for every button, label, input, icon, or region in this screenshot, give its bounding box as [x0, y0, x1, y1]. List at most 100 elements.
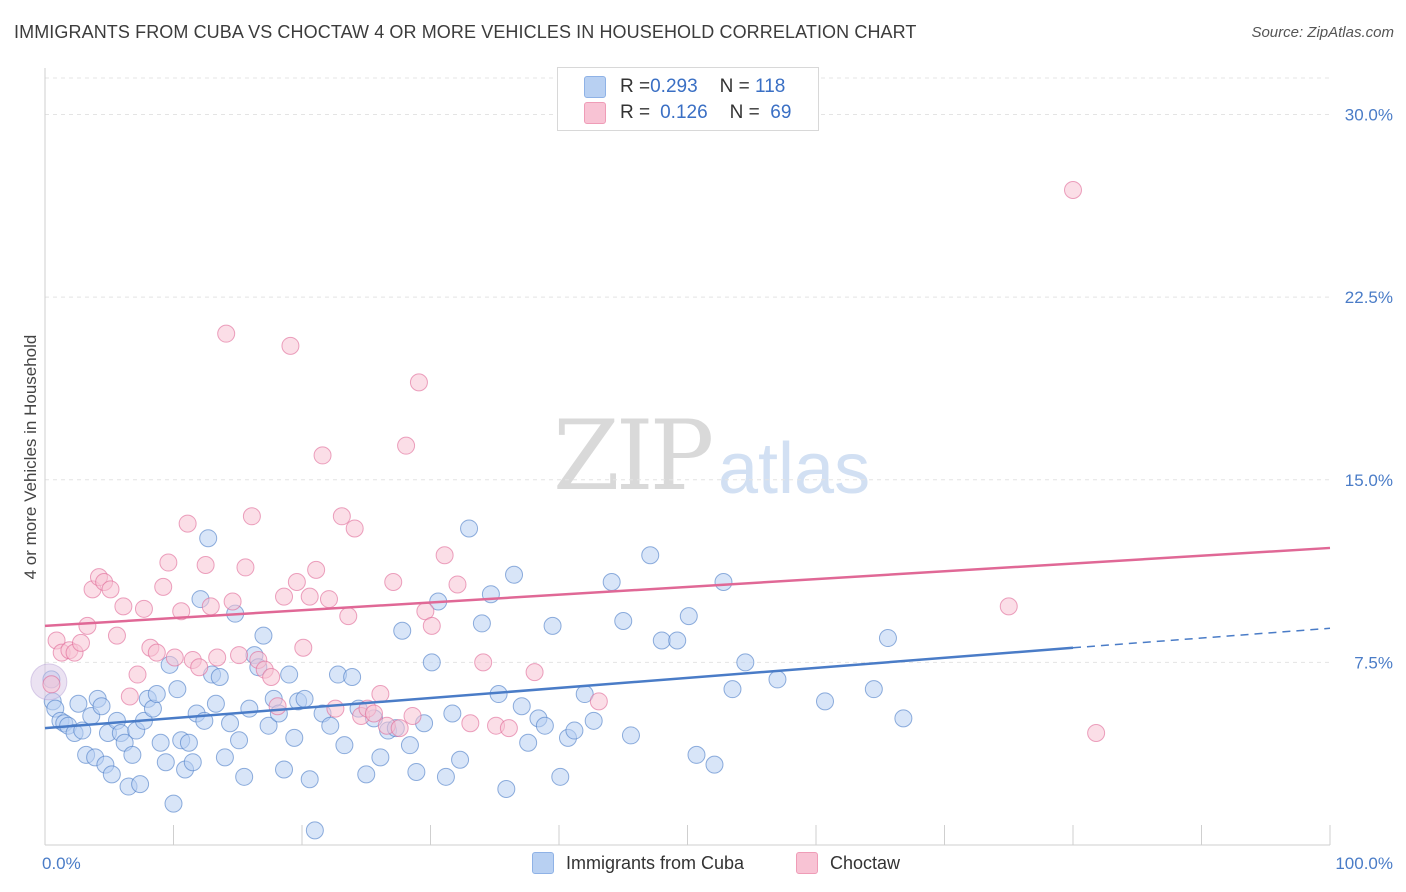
- point-choctaw: [999, 597, 1018, 616]
- point-cuba: [164, 794, 183, 813]
- legend-r-value: 0.293: [650, 76, 698, 97]
- point-cuba: [92, 697, 111, 716]
- point-choctaw: [326, 699, 345, 718]
- point-cuba: [147, 685, 166, 704]
- point-choctaw: [78, 616, 97, 635]
- point-cuba: [393, 621, 412, 640]
- point-cuba: [543, 616, 562, 635]
- point-cuba: [321, 716, 340, 735]
- grid-lines: [45, 77, 1330, 663]
- point-cuba: [179, 733, 198, 752]
- point-cuba: [551, 767, 570, 786]
- legend-r-value: 0.126: [660, 102, 708, 123]
- point-cuba: [512, 697, 531, 716]
- point-cuba: [230, 731, 249, 750]
- point-choctaw: [42, 675, 61, 694]
- point-choctaw: [147, 643, 166, 662]
- trend-line-choctaw: [44, 546, 1331, 628]
- point-choctaw: [589, 692, 608, 711]
- point-cuba: [505, 565, 524, 584]
- point-choctaw: [307, 560, 326, 579]
- point-cuba: [705, 755, 724, 774]
- bottom-legend: Immigrants from Cuba Choctaw: [0, 852, 1406, 876]
- point-choctaw: [525, 663, 544, 682]
- trend-line-cuba-extension: [1072, 627, 1331, 649]
- point-cuba: [215, 748, 234, 767]
- point-choctaw: [217, 324, 236, 343]
- point-choctaw: [236, 558, 255, 577]
- point-cuba: [668, 631, 687, 650]
- point-choctaw: [208, 648, 227, 667]
- tick-labels: 7.5% 15.0% 22.5% 30.0% 0.0% 100.0%: [42, 106, 1393, 873]
- point-cuba: [151, 733, 170, 752]
- point-choctaw: [1087, 723, 1106, 742]
- y-tick-label: 30.0%: [1345, 106, 1393, 125]
- point-cuba: [400, 736, 419, 755]
- bottom-legend-item-cuba: Immigrants from Cuba: [532, 852, 744, 874]
- point-cuba: [723, 680, 742, 699]
- point-cuba: [69, 694, 88, 713]
- point-cuba: [259, 716, 278, 735]
- series-choctaw-points: [42, 181, 1106, 742]
- point-choctaw: [120, 687, 139, 706]
- bottom-legend-item-choctaw: Choctaw: [796, 852, 900, 874]
- point-cuba: [357, 765, 376, 784]
- point-choctaw: [422, 616, 441, 635]
- series-cuba-points: [30, 519, 913, 840]
- point-choctaw: [448, 575, 467, 594]
- legend-row-choctaw: R = 0.126 N = 69: [584, 101, 791, 125]
- point-choctaw: [403, 706, 422, 725]
- bottom-legend-swatch-cuba: [532, 852, 554, 874]
- point-choctaw: [1064, 181, 1082, 200]
- point-cuba: [535, 716, 554, 735]
- point-choctaw: [268, 697, 287, 716]
- point-cuba: [240, 699, 259, 718]
- point-cuba: [460, 519, 479, 538]
- point-choctaw: [172, 602, 191, 621]
- point-choctaw: [300, 587, 319, 606]
- point-cuba: [621, 726, 640, 745]
- point-cuba: [422, 653, 441, 672]
- point-cuba: [641, 546, 660, 565]
- point-cuba: [878, 629, 897, 648]
- point-cuba: [472, 614, 491, 633]
- legend-n-label: N =: [729, 102, 766, 123]
- point-cuba: [443, 704, 462, 723]
- point-cuba: [206, 694, 225, 713]
- point-cuba: [614, 611, 633, 630]
- point-choctaw: [242, 507, 261, 526]
- point-choctaw: [196, 555, 215, 574]
- y-tick-label: 7.5%: [1354, 653, 1393, 672]
- point-choctaw: [165, 648, 184, 667]
- x-tick-label-max: 100.0%: [1335, 854, 1393, 873]
- point-choctaw: [134, 599, 153, 618]
- point-choctaw: [409, 373, 428, 392]
- point-cuba: [102, 765, 121, 784]
- point-cuba: [168, 680, 187, 699]
- point-cuba: [285, 728, 304, 747]
- trend-lines: [44, 546, 1331, 730]
- point-cuba: [280, 665, 299, 684]
- point-choctaw: [435, 546, 454, 565]
- point-choctaw: [281, 336, 300, 355]
- legend-n-label: N =: [719, 76, 756, 97]
- point-cuba: [894, 709, 913, 728]
- point-choctaw: [230, 646, 249, 665]
- point-cuba: [602, 573, 621, 592]
- legend-swatch-choctaw: [584, 102, 606, 124]
- bottom-legend-label-choctaw: Choctaw: [830, 852, 901, 873]
- point-choctaw: [319, 590, 338, 609]
- x-tick-label-min: 0.0%: [42, 854, 81, 873]
- point-cuba: [343, 667, 362, 686]
- chart-title: IMMIGRANTS FROM CUBA VS CHOCTAW 4 OR MOR…: [14, 22, 917, 42]
- point-cuba: [221, 714, 240, 733]
- y-tick-label: 22.5%: [1345, 288, 1393, 307]
- point-choctaw: [294, 638, 313, 657]
- point-cuba: [183, 753, 202, 772]
- point-cuba: [519, 733, 538, 752]
- point-cuba: [451, 750, 470, 769]
- legend-n-value: 69: [765, 102, 792, 123]
- point-choctaw: [107, 626, 126, 645]
- point-cuba: [864, 680, 883, 699]
